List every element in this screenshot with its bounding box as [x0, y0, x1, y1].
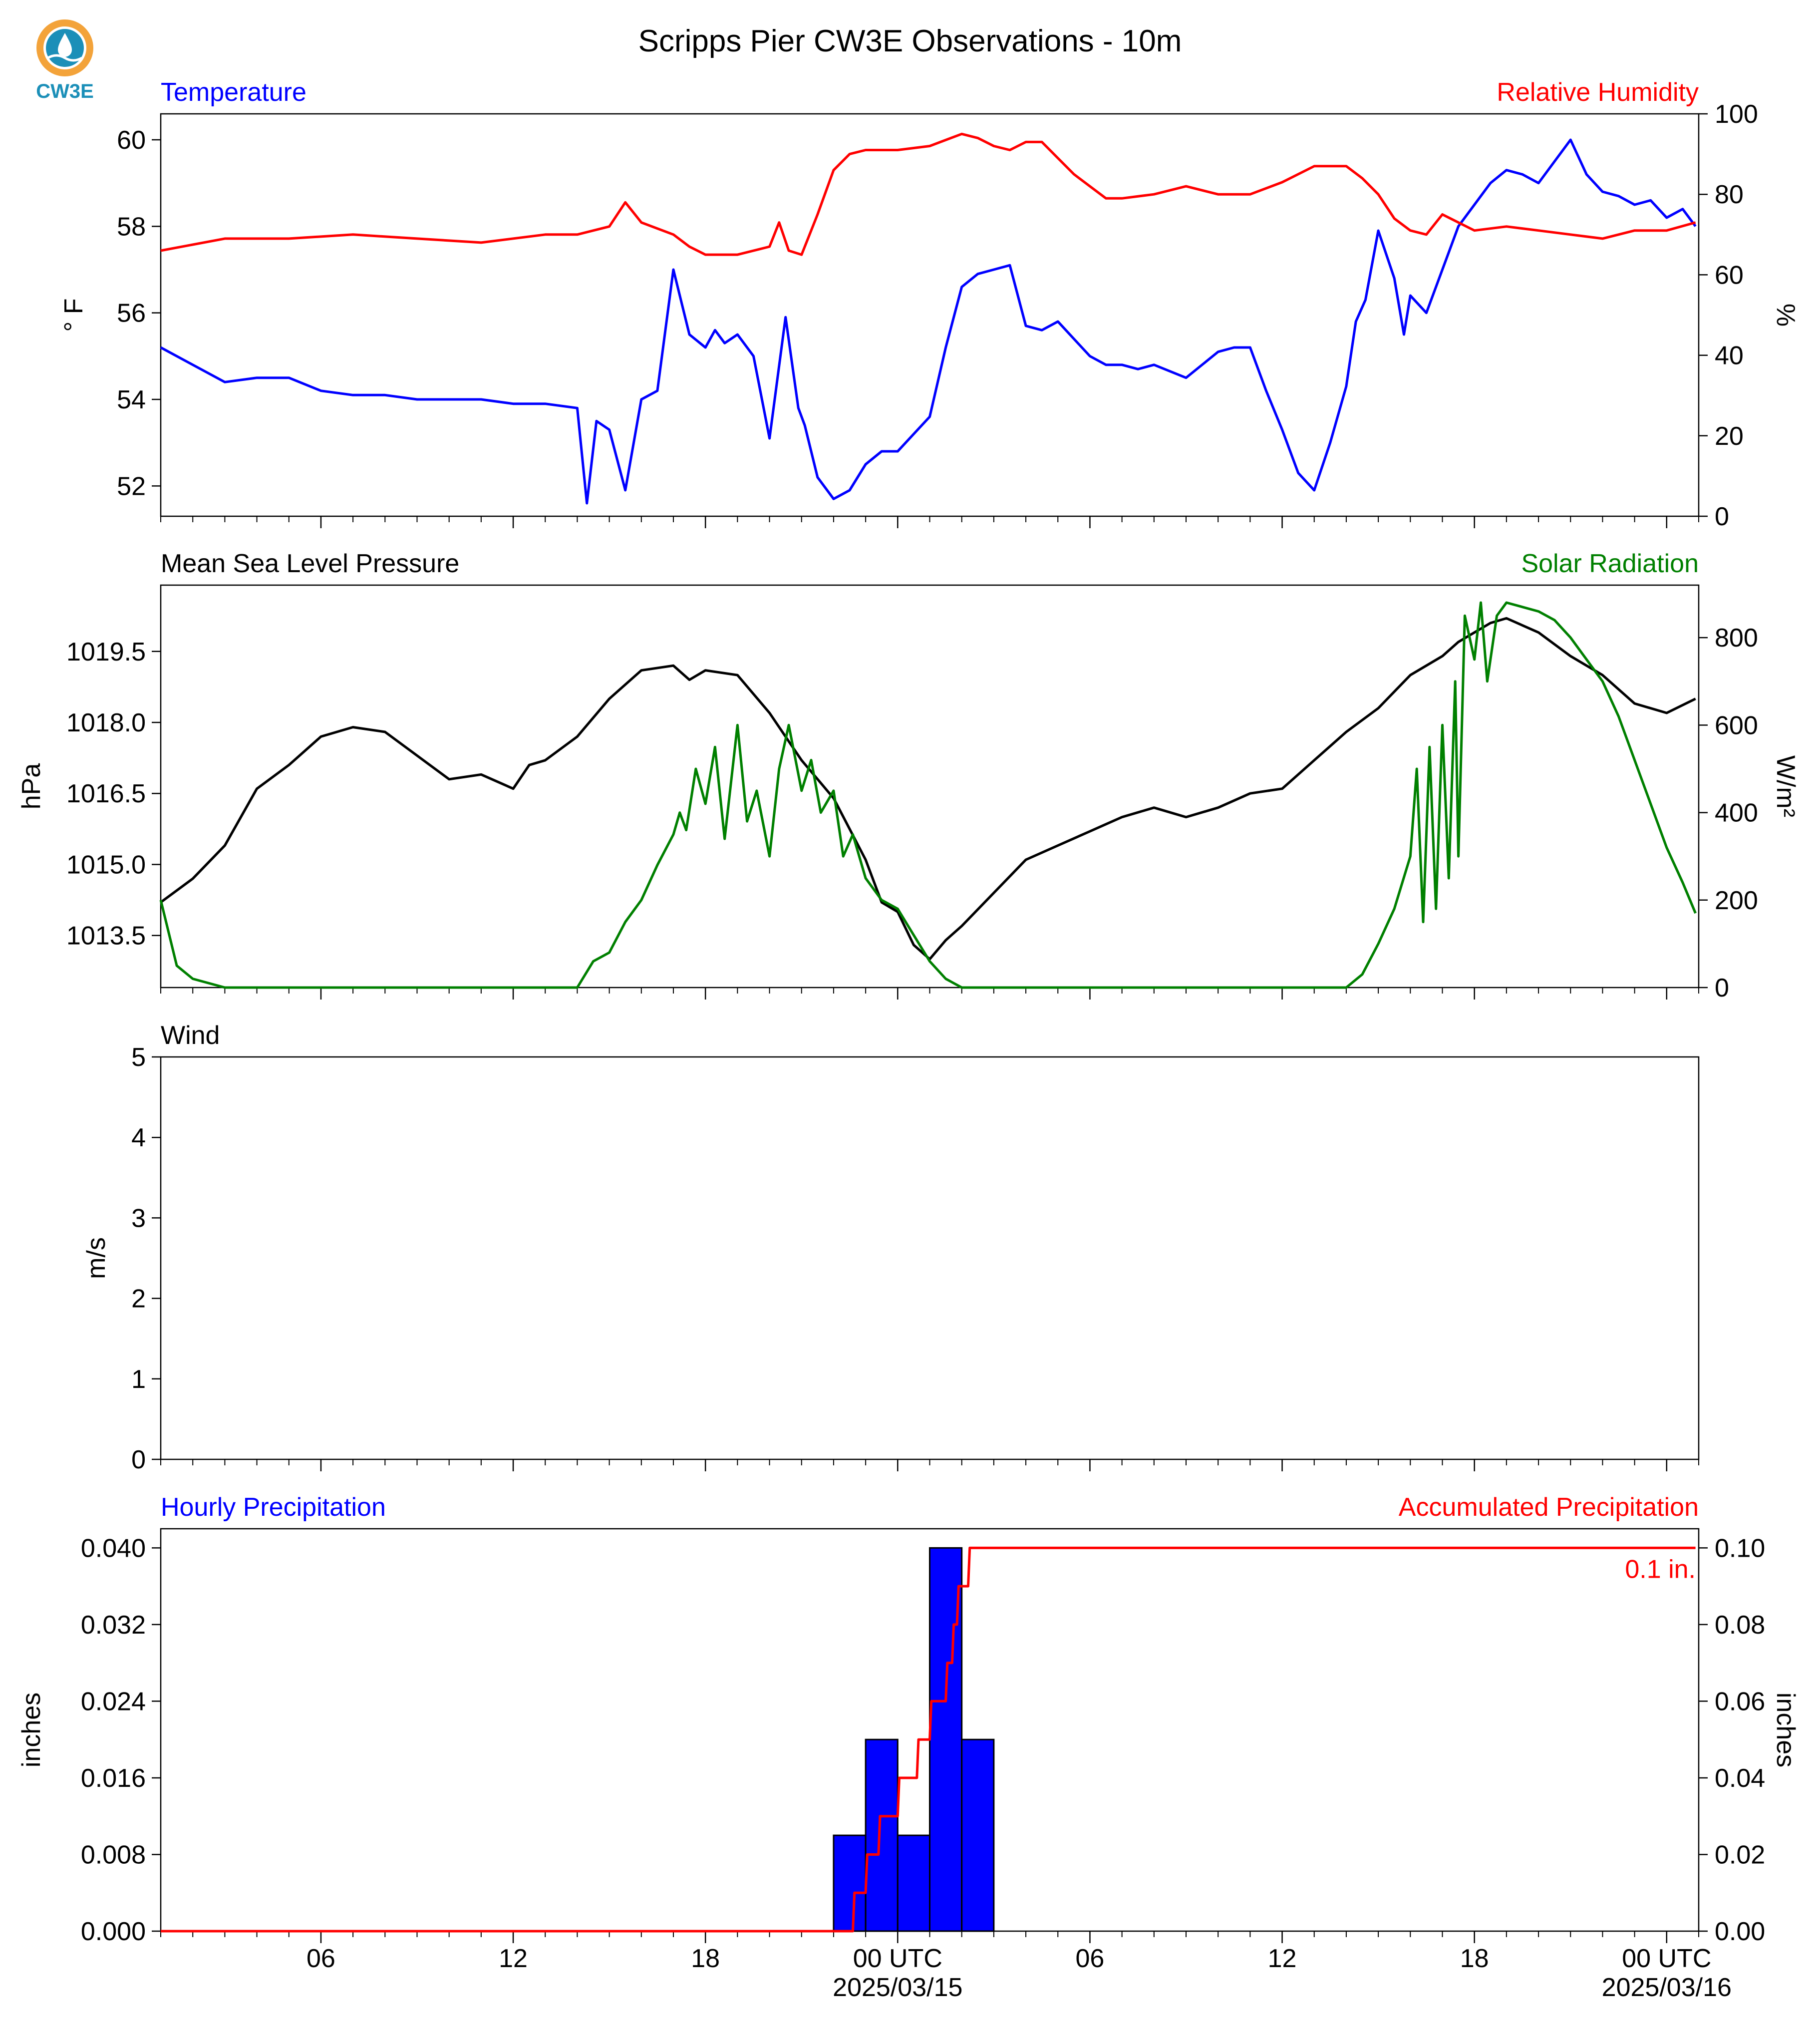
water-drop-icon — [58, 33, 72, 57]
panel-wind — [152, 1056, 1700, 1471]
y2-tick-label: 0.02 — [1715, 1840, 1765, 1869]
x-tick-date: 2025/03/16 — [1602, 1973, 1732, 2002]
y-tick-label: 0.032 — [81, 1611, 146, 1640]
x-tick-label: 06 — [306, 1944, 335, 1973]
panel-title-left: Wind — [161, 1021, 220, 1050]
y2-tick-label: 0.00 — [1715, 1917, 1765, 1946]
accum-total-label: 0.1 in. — [1625, 1555, 1696, 1584]
panel-title-left: Mean Sea Level Pressure — [161, 549, 459, 578]
panel-title-left: Hourly Precipitation — [161, 1493, 386, 1522]
y2-tick-label: 800 — [1715, 624, 1758, 653]
y2-tick-label: 400 — [1715, 799, 1758, 828]
series-line-temperature — [160, 138, 1697, 505]
y2-tick-label: 0 — [1715, 502, 1729, 531]
wave-icon — [47, 54, 83, 62]
series-line-mean-sea-level-pressure — [160, 617, 1696, 961]
y-tick-label: 0.024 — [81, 1687, 146, 1716]
y-tick-label: 5 — [131, 1043, 146, 1072]
y2-axis-label: W/m² — [1771, 755, 1800, 817]
logo-text: CW3E — [36, 80, 94, 102]
y2-tick-label: 200 — [1715, 886, 1758, 915]
x-tick-label: 00 UTC — [1622, 1944, 1711, 1973]
y2-tick-label: 80 — [1715, 180, 1744, 209]
plot-frame — [160, 1056, 1700, 1460]
y-tick-label: 0 — [131, 1445, 146, 1474]
y2-tick-label: 600 — [1715, 711, 1758, 740]
y-axis-label: hPa — [17, 763, 46, 810]
y-tick-label: 58 — [117, 212, 146, 241]
x-tick-label: 12 — [499, 1944, 528, 1973]
y-tick-label: 0.040 — [81, 1534, 146, 1563]
y2-tick-label: 0.06 — [1715, 1687, 1765, 1716]
y-tick-label: 1015.0 — [66, 850, 146, 879]
precip-bar — [897, 1834, 930, 1932]
y-tick-label: 52 — [117, 472, 146, 501]
panel-temp_rh — [152, 113, 1708, 528]
panel-title-right: Accumulated Precipitation — [1399, 1493, 1699, 1522]
y2-tick-label: 40 — [1715, 341, 1744, 370]
y-tick-label: 0.016 — [81, 1764, 146, 1793]
precip-bar — [961, 1738, 995, 1932]
y-tick-label: 1019.5 — [66, 638, 146, 667]
x-tick-label: 18 — [691, 1944, 720, 1973]
figure-title: Scripps Pier CW3E Observations - 10m — [638, 24, 1182, 58]
x-tick-date: 2025/03/15 — [833, 1973, 962, 2002]
panel-title-left: Temperature — [161, 78, 306, 107]
series-line-solar-radiation — [159, 601, 1697, 989]
panels: Temperature Relative Humidity5254565860° … — [17, 78, 1800, 2002]
y2-tick-label: 0.10 — [1715, 1534, 1765, 1563]
y-tick-label: 2 — [131, 1285, 146, 1314]
y2-tick-label: 0 — [1715, 974, 1729, 1003]
plot-frame — [160, 113, 1700, 517]
plot-frame — [160, 584, 1700, 989]
y2-tick-label: 0.08 — [1715, 1611, 1765, 1640]
y2-axis-label: % — [1771, 304, 1800, 327]
panel-pressure_solar — [152, 584, 1708, 1000]
y2-tick-label: 100 — [1715, 100, 1758, 129]
panel-title-right: Solar Radiation — [1521, 549, 1699, 578]
y-tick-label: 4 — [131, 1123, 146, 1152]
y-tick-label: 1018.0 — [66, 708, 146, 737]
y2-axis-label: inches — [1771, 1692, 1800, 1767]
y-tick-label: 56 — [117, 299, 146, 328]
y-tick-label: 1 — [131, 1365, 146, 1394]
y-tick-label: 3 — [131, 1204, 146, 1233]
x-tick-label: 00 UTC — [853, 1944, 942, 1973]
y-tick-label: 0.008 — [81, 1840, 146, 1869]
y-axis-label: m/s — [82, 1237, 111, 1279]
x-tick-label: 06 — [1076, 1944, 1105, 1973]
y2-tick-label: 0.04 — [1715, 1764, 1765, 1793]
y-axis-label: ° F — [59, 298, 88, 332]
series-line-relative-humidity — [160, 132, 1696, 256]
panel-title-right: Relative Humidity — [1497, 78, 1699, 107]
y2-tick-label: 20 — [1715, 422, 1744, 451]
y2-tick-label: 60 — [1715, 261, 1744, 290]
y-tick-label: 1013.5 — [66, 922, 146, 951]
panel-precip — [152, 1528, 1708, 1943]
x-tick-label: 18 — [1460, 1944, 1489, 1973]
precip-bar — [833, 1834, 867, 1932]
series-line-accumulated-precipitation — [161, 1546, 1696, 1933]
x-tick-label: 12 — [1268, 1944, 1297, 1973]
cw3e-logo: CW3E — [36, 19, 94, 102]
y-tick-label: 54 — [117, 385, 146, 414]
y-tick-label: 1016.5 — [66, 779, 146, 808]
precip-bar — [865, 1738, 899, 1932]
y-axis-label: inches — [17, 1692, 46, 1767]
y-tick-label: 0.000 — [81, 1917, 146, 1946]
y-tick-label: 60 — [117, 126, 146, 155]
logo-ring — [36, 19, 93, 76]
